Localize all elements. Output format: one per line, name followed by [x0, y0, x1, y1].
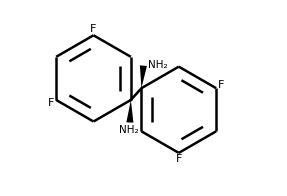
- Text: F: F: [218, 80, 225, 90]
- Text: F: F: [176, 154, 182, 164]
- Text: NH₂: NH₂: [119, 125, 139, 135]
- Text: F: F: [48, 98, 54, 108]
- Text: F: F: [90, 24, 97, 34]
- Text: NH₂: NH₂: [148, 60, 167, 70]
- Polygon shape: [126, 100, 133, 123]
- Polygon shape: [140, 65, 147, 88]
